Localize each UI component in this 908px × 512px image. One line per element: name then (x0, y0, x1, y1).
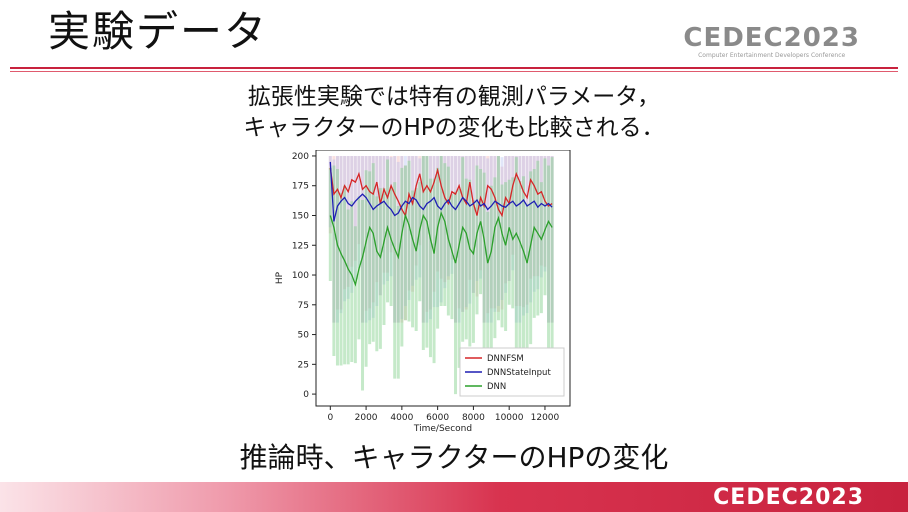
title-divider (10, 67, 898, 69)
legend-label-dnn: DNN (487, 382, 506, 392)
legend-label-dnnstateinput: DNNStateInput (487, 368, 551, 378)
hp-chart: 0 2000 4000 6000 8000 10000 12000 0 25 50 75 100 125… (260, 149, 580, 434)
cedec-logo-text: CEDEC2023 (683, 23, 860, 53)
y-tick-label-1: 25 (298, 360, 309, 370)
y-tick-label-5: 125 (292, 241, 309, 251)
cedec-logo: CEDEC2023 Computer Entertainment Develop… (683, 24, 860, 60)
footer-logo: CEDEC2023 (713, 485, 864, 510)
series-line-dnnstateinput (329, 161, 553, 222)
title-divider-thin (10, 71, 898, 72)
series-line-dnn (329, 211, 553, 287)
y-tick-label-4: 100 (292, 271, 309, 281)
y-tick-label-2: 50 (298, 331, 310, 341)
y-tick-label-0: 0 (303, 390, 309, 400)
x-tick-label-6: 12000 (531, 413, 560, 423)
x-axis-label: Time/Second (413, 424, 472, 432)
footer-bar (0, 482, 908, 512)
x-tick-label-0: 0 (327, 413, 333, 423)
cedec-logo-subtitle: Computer Entertainment Developers Confer… (698, 52, 846, 59)
description-line-2: キャラクターのHPの変化も比較される． (243, 115, 665, 141)
x-tick-label-2: 4000 (390, 413, 413, 423)
x-tick-label-5: 10000 (495, 413, 524, 423)
legend-label-dnnfsm: DNNFSM (487, 354, 524, 364)
y-tick-label-6: 150 (292, 211, 309, 221)
y-axis-label: HP (275, 271, 285, 284)
y-tick-label-7: 175 (292, 182, 309, 192)
x-tick-label-3: 6000 (426, 413, 449, 423)
y-tick-label-3: 75 (298, 301, 309, 311)
x-tick-label-4: 8000 (462, 413, 485, 423)
slide-title: 実験データ (48, 7, 269, 56)
hp-chart-svg: 0 2000 4000 6000 8000 10000 12000 0 25 50 75 100 125… (275, 149, 571, 434)
y-tick-label-8: 200 (292, 152, 309, 162)
series-line-dnnfsm (329, 167, 553, 218)
chart-caption: 推論時、キャラクターのHPの変化 (239, 441, 669, 474)
x-tick-label-1: 2000 (355, 413, 378, 423)
description-line-1: 拡張性実験では特有の観測パラメータ， (247, 84, 661, 110)
